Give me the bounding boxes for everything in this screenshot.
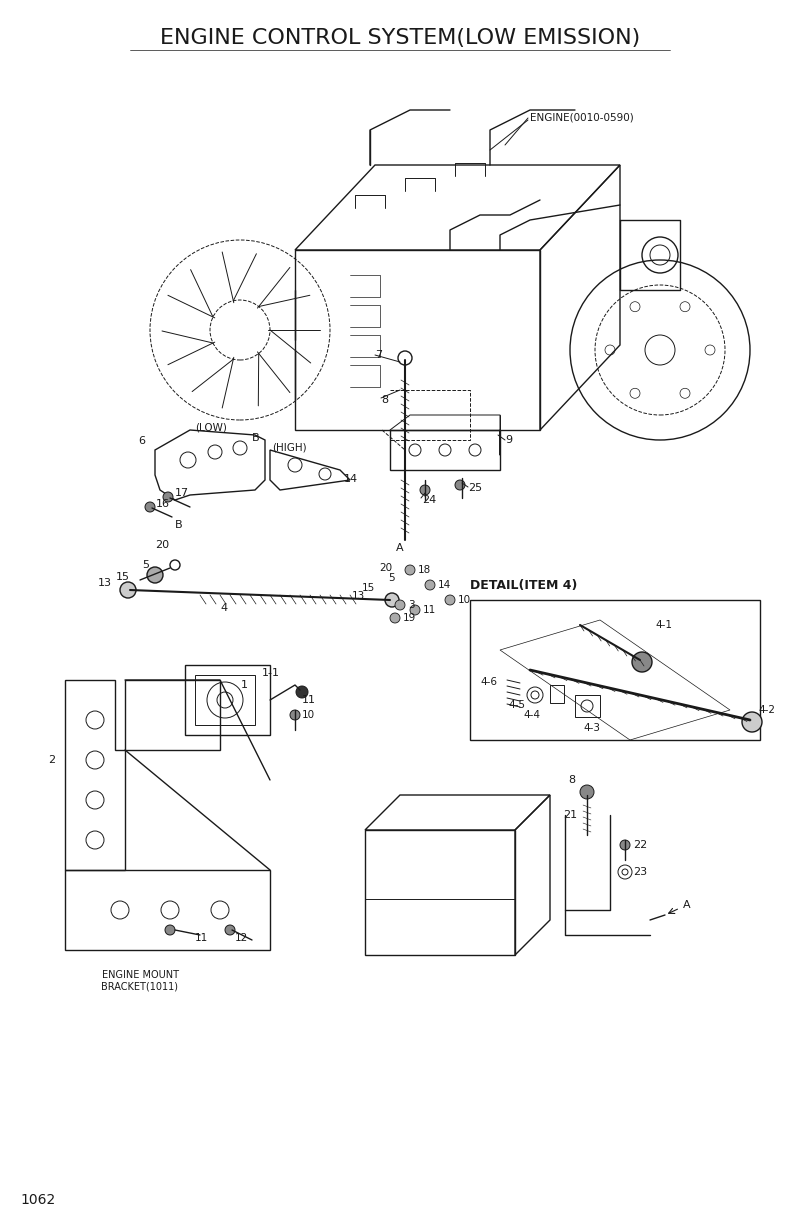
Circle shape [385, 593, 399, 608]
Text: 11: 11 [302, 695, 316, 706]
Text: 11: 11 [423, 605, 436, 615]
Text: 3: 3 [408, 600, 414, 610]
Text: 8: 8 [568, 775, 575, 785]
Text: 6: 6 [138, 436, 145, 446]
Text: A: A [396, 543, 404, 552]
Text: 4-2: 4-2 [758, 706, 775, 715]
Text: 1-1: 1-1 [262, 668, 280, 677]
Text: A: A [683, 900, 690, 910]
Text: (HIGH): (HIGH) [272, 442, 306, 452]
Circle shape [163, 492, 173, 502]
Text: 5: 5 [388, 573, 395, 583]
Text: 25: 25 [468, 483, 482, 492]
Text: DETAIL(ITEM 4): DETAIL(ITEM 4) [470, 579, 578, 592]
Text: 21: 21 [563, 810, 577, 820]
Text: 1: 1 [241, 680, 248, 690]
Text: 4: 4 [220, 603, 227, 612]
Text: 4-6: 4-6 [480, 677, 497, 687]
Circle shape [145, 502, 155, 512]
Circle shape [410, 605, 420, 615]
Text: 23: 23 [633, 867, 647, 877]
Text: ENGINE CONTROL SYSTEM(LOW EMISSION): ENGINE CONTROL SYSTEM(LOW EMISSION) [160, 28, 640, 48]
Circle shape [147, 567, 163, 583]
Text: (LOW): (LOW) [195, 421, 227, 432]
Text: 17: 17 [175, 488, 189, 499]
Text: 20: 20 [155, 540, 169, 550]
Bar [470, 600, 760, 740]
Circle shape [742, 712, 762, 733]
Circle shape [425, 579, 435, 590]
Text: ENGINE(0010-0590): ENGINE(0010-0590) [530, 113, 634, 123]
Text: 19: 19 [403, 612, 416, 624]
Text: 13: 13 [352, 590, 365, 601]
Text: 13: 13 [98, 578, 112, 588]
Text: 14: 14 [344, 474, 358, 484]
Bar [575, 695, 600, 717]
Text: 24: 24 [422, 495, 436, 505]
Circle shape [290, 710, 300, 720]
Circle shape [405, 565, 415, 575]
Circle shape [120, 582, 136, 598]
Bar [390, 430, 500, 470]
Circle shape [398, 352, 412, 365]
Text: 12: 12 [235, 933, 248, 943]
Circle shape [390, 612, 400, 624]
Text: ENGINE MOUNT
BRACKET(1011): ENGINE MOUNT BRACKET(1011) [102, 970, 178, 991]
Circle shape [632, 652, 652, 673]
Text: 8: 8 [381, 394, 388, 405]
Text: 7: 7 [375, 350, 382, 360]
Circle shape [455, 480, 465, 490]
Text: 4-3: 4-3 [583, 723, 600, 733]
Text: B: B [252, 432, 260, 443]
Circle shape [580, 785, 594, 799]
Text: 10: 10 [458, 595, 471, 605]
Circle shape [225, 925, 235, 935]
Circle shape [420, 485, 430, 495]
Text: 10: 10 [302, 710, 315, 720]
Circle shape [620, 840, 630, 850]
Text: 5: 5 [142, 560, 149, 570]
Text: 18: 18 [418, 565, 431, 575]
Text: 4-5: 4-5 [508, 699, 525, 710]
Circle shape [445, 595, 455, 605]
Text: 14: 14 [438, 579, 451, 590]
Text: 15: 15 [362, 583, 375, 593]
Text: 22: 22 [633, 840, 647, 850]
Text: 4-1: 4-1 [655, 620, 672, 630]
Text: 16: 16 [156, 499, 170, 510]
Text: 2: 2 [48, 755, 55, 764]
Text: B: B [175, 519, 182, 530]
Text: 15: 15 [116, 572, 130, 582]
Circle shape [395, 600, 405, 610]
Bar [550, 685, 564, 703]
Bar [185, 665, 270, 735]
Text: 11: 11 [195, 933, 208, 943]
Text: 4-4: 4-4 [523, 710, 540, 720]
Circle shape [165, 925, 175, 935]
Text: 1062: 1062 [20, 1193, 55, 1207]
Text: 20: 20 [379, 564, 392, 573]
Text: 9: 9 [505, 435, 512, 445]
Circle shape [296, 686, 308, 698]
Bar [195, 675, 255, 725]
